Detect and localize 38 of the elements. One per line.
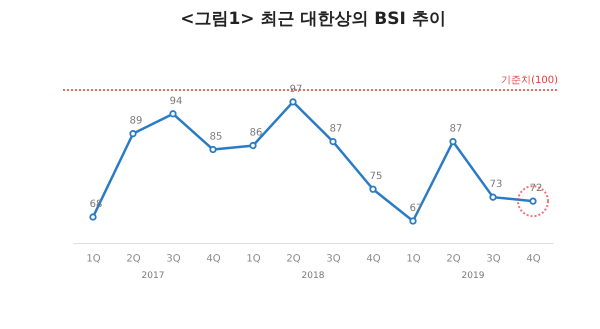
data-label: 85 [210,132,222,143]
data-label: 75 [370,171,382,182]
point [409,217,417,225]
x-tick-label: 2Q [126,254,141,264]
ref-line-label: 기준치(100) [501,75,558,86]
point [209,146,217,154]
data-label: 87 [450,124,462,135]
point [289,98,297,106]
x-tick-label: 4Q [206,254,221,264]
data-label: 94 [170,96,182,107]
x-tick-label: 3Q [326,254,341,264]
data-label: 73 [490,179,502,190]
text: 2019 [462,271,485,281]
x-tick-label: 2Q [286,254,301,264]
x-tick-label: 2Q [446,254,461,264]
x-tick-label: 1Q [86,254,101,264]
point [449,138,457,146]
point [249,142,257,150]
x-tick-label: 1Q [406,254,421,264]
point [89,213,97,221]
point [329,138,337,146]
point [489,194,497,201]
point [129,130,137,138]
data-label: 97 [290,84,302,95]
data-label: 87 [330,124,342,135]
x-tick-label: 4Q [366,254,381,264]
point [169,110,177,118]
point [369,186,377,193]
x-tick-label: 3Q [486,254,501,264]
text: 2017 [142,271,164,281]
text: 2018 [302,271,325,281]
data-label: 86 [250,128,262,139]
x-tick-label: 4Q [526,254,541,264]
x-tick-label: 3Q [166,254,181,264]
x-tick-label: 1Q [246,254,261,264]
data-label: 89 [130,116,142,127]
chart-title: <그림1> 최근 대한상의 BSI 추이 [180,9,446,29]
data-label: 72 [530,183,542,194]
